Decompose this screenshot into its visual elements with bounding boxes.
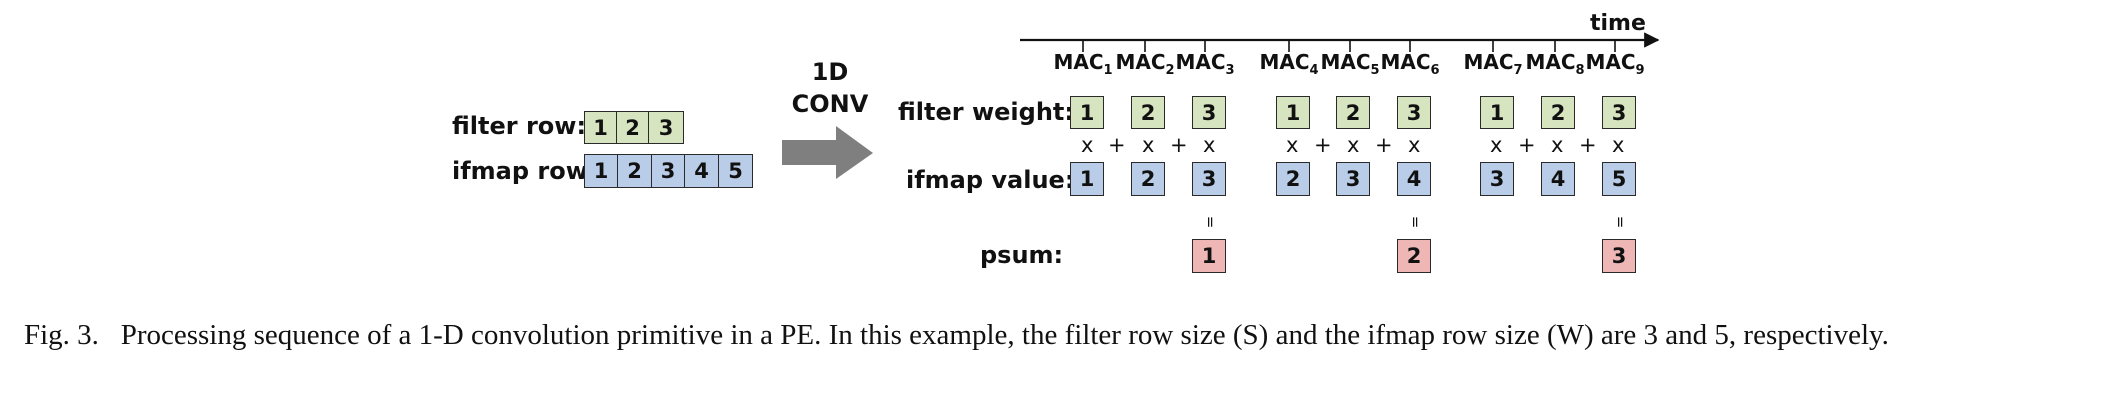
equals-sign: = xyxy=(1406,215,1425,229)
ifmap-value-cell: 3 xyxy=(1480,162,1514,196)
ifmap-row-cell: 3 xyxy=(651,154,685,188)
filter-weight-cell: 2 xyxy=(1541,96,1575,129)
conv-label-line1: 1D xyxy=(811,58,849,86)
filter-row-cell: 3 xyxy=(648,111,684,144)
filter-weight-cell: 3 xyxy=(1602,96,1636,129)
psum-cell: 2 xyxy=(1397,239,1431,273)
filter-weight-cell: 3 xyxy=(1397,96,1431,129)
time-label: time xyxy=(1590,11,1646,36)
multiply-sign: x xyxy=(1347,133,1360,157)
filter-row-cell: 1 xyxy=(584,111,617,144)
ifmap-value-cell: 3 xyxy=(1192,162,1226,196)
mac-label-6: MAC6 xyxy=(1380,50,1440,78)
mac-label-7: MAC7 xyxy=(1463,50,1523,78)
plus-sign: + xyxy=(1375,133,1393,157)
ifmap-value-cell: 1 xyxy=(1070,162,1104,196)
multiply-sign: x xyxy=(1286,133,1299,157)
filter-weight-cell: 3 xyxy=(1192,96,1226,129)
mac-label-3: MAC3 xyxy=(1175,50,1235,78)
ifmap-value-cell: 3 xyxy=(1336,162,1370,196)
mac-label-4: MAC4 xyxy=(1259,50,1319,78)
filter-weight-cell: 1 xyxy=(1276,96,1310,129)
plus-sign: + xyxy=(1170,133,1188,157)
ifmap-value-cell: 4 xyxy=(1541,162,1575,196)
ifmap-row-cell: 4 xyxy=(684,154,719,188)
mac-label-5: MAC5 xyxy=(1320,50,1380,78)
equals-sign: = xyxy=(1611,215,1630,229)
multiply-sign: x xyxy=(1203,133,1216,157)
time-ticks xyxy=(1082,40,1616,52)
ifmap-row-label: ifmap row: xyxy=(452,157,598,185)
multiply-sign: x xyxy=(1551,133,1564,157)
ifmap-row-cell: 5 xyxy=(718,154,753,188)
multiply-sign: x xyxy=(1081,133,1094,157)
psum-cell: 1 xyxy=(1192,239,1226,273)
filter-row-label: filter row: xyxy=(452,112,587,140)
multiply-sign: x xyxy=(1490,133,1503,157)
mac-label-2: MAC2 xyxy=(1115,50,1175,78)
plus-sign: + xyxy=(1518,133,1536,157)
ifmap-value-cell: 2 xyxy=(1131,162,1165,196)
conv-arrow xyxy=(782,126,873,179)
plus-sign: + xyxy=(1108,133,1126,157)
mac-label-8: MAC8 xyxy=(1525,50,1585,78)
ifmap-value-cell: 2 xyxy=(1276,162,1310,196)
plus-sign: + xyxy=(1314,133,1332,157)
filter-weight-cell: 2 xyxy=(1336,96,1370,129)
multiply-sign: x xyxy=(1142,133,1155,157)
ifmap-value-label: ifmap value: xyxy=(906,166,1075,194)
caption-prefix: Fig. 3. xyxy=(24,319,99,351)
figure-caption: Fig. 3. Processing sequence of a 1-D con… xyxy=(24,318,2094,352)
filter-weight-cell: 2 xyxy=(1131,96,1165,129)
ifmap-value-cell: 4 xyxy=(1397,162,1431,196)
filter-row-cell: 2 xyxy=(616,111,649,144)
equals-sign: = xyxy=(1201,215,1220,229)
mac-label-1: MAC1 xyxy=(1053,50,1113,78)
filter-weight-label: filter weight: xyxy=(898,98,1074,126)
multiply-sign: x xyxy=(1612,133,1625,157)
multiply-sign: x xyxy=(1408,133,1421,157)
psum-cell: 3 xyxy=(1602,239,1636,273)
mac-label-9: MAC9 xyxy=(1585,50,1645,78)
ifmap-value-cell: 5 xyxy=(1602,162,1636,196)
psum-label: psum: xyxy=(980,241,1064,269)
filter-weight-cell: 1 xyxy=(1070,96,1104,129)
conv-label-line2: CONV xyxy=(791,90,869,118)
caption-text: Processing sequence of a 1-D convolution… xyxy=(120,319,1889,351)
ifmap-row-cell: 1 xyxy=(584,154,618,188)
filter-weight-cell: 1 xyxy=(1480,96,1514,129)
plus-sign: + xyxy=(1579,133,1597,157)
